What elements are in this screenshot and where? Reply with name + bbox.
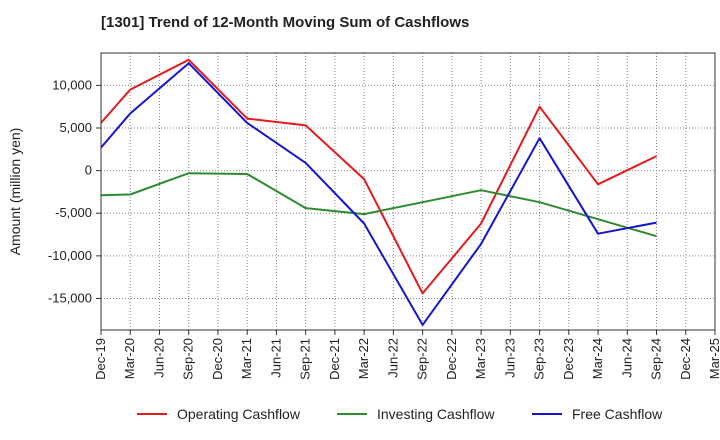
y-tick-label: -5,000 <box>55 205 92 220</box>
x-axis-ticks: Dec-19 Mar-20 Jun-20 Sep-20 Dec-20 Mar-21 Jun-… <box>93 330 720 380</box>
x-tick-label: Sep-22 <box>415 338 430 380</box>
x-tick-label: Jun-24 <box>619 338 634 378</box>
y-tick-label: -10,000 <box>48 248 92 263</box>
x-tick-label: Jun-21 <box>268 338 283 378</box>
x-tick-label: Sep-24 <box>649 338 664 380</box>
x-tick-label: Jun-20 <box>151 338 166 378</box>
x-tick-label: Dec-21 <box>327 338 342 380</box>
x-tick-label: Mar-24 <box>590 338 605 379</box>
y-tick-label: 10,000 <box>52 77 92 92</box>
x-tick-label: Dec-24 <box>678 338 693 380</box>
y-axis-ticks: -15,000 -10,000 -5,000 0 5,000 10,000 <box>48 77 101 305</box>
legend-item: Operating Cashflow <box>137 402 300 426</box>
legend: Operating Cashflow Investing Cashflow Free… <box>0 402 720 426</box>
x-tick-label: Sep-20 <box>181 338 196 380</box>
x-tick-label: Mar-20 <box>122 338 137 379</box>
x-tick-label: Sep-23 <box>532 338 547 380</box>
y-tick-label: 0 <box>85 163 92 178</box>
x-tick-label: Dec-19 <box>93 338 108 380</box>
legend-label: Operating Cashflow <box>177 406 300 422</box>
series-line-0 <box>100 58 657 295</box>
series-line-2 <box>100 62 657 326</box>
x-tick-label: Mar-21 <box>239 338 254 379</box>
legend-label: Investing Cashflow <box>377 406 495 422</box>
series-lines <box>100 58 657 326</box>
x-tick-label: Mar-25 <box>707 338 720 379</box>
x-tick-label: Dec-22 <box>444 338 459 380</box>
legend-swatch <box>532 413 562 415</box>
grid <box>100 53 716 330</box>
legend-item: Free Cashflow <box>532 402 662 426</box>
x-tick-label: Jun-22 <box>385 338 400 378</box>
series-line-1 <box>100 172 657 238</box>
x-tick-label: Jun-23 <box>502 338 517 378</box>
y-tick-label: 5,000 <box>59 120 92 135</box>
x-tick-label: Mar-22 <box>356 338 371 379</box>
plot-frame <box>100 52 716 331</box>
x-tick-label: Sep-21 <box>298 338 313 380</box>
x-tick-label: Mar-23 <box>473 338 488 379</box>
x-tick-label: Dec-23 <box>561 338 576 380</box>
y-tick-label: -15,000 <box>48 290 92 305</box>
legend-swatch <box>337 413 367 415</box>
x-tick-label: Dec-20 <box>210 338 225 380</box>
chart-title: [1301] Trend of 12-Month Moving Sum of C… <box>101 14 470 31</box>
legend-swatch <box>137 413 167 415</box>
legend-item: Investing Cashflow <box>337 402 495 426</box>
y-axis-label: Amount (million yen) <box>7 128 23 256</box>
legend-label: Free Cashflow <box>572 406 663 422</box>
